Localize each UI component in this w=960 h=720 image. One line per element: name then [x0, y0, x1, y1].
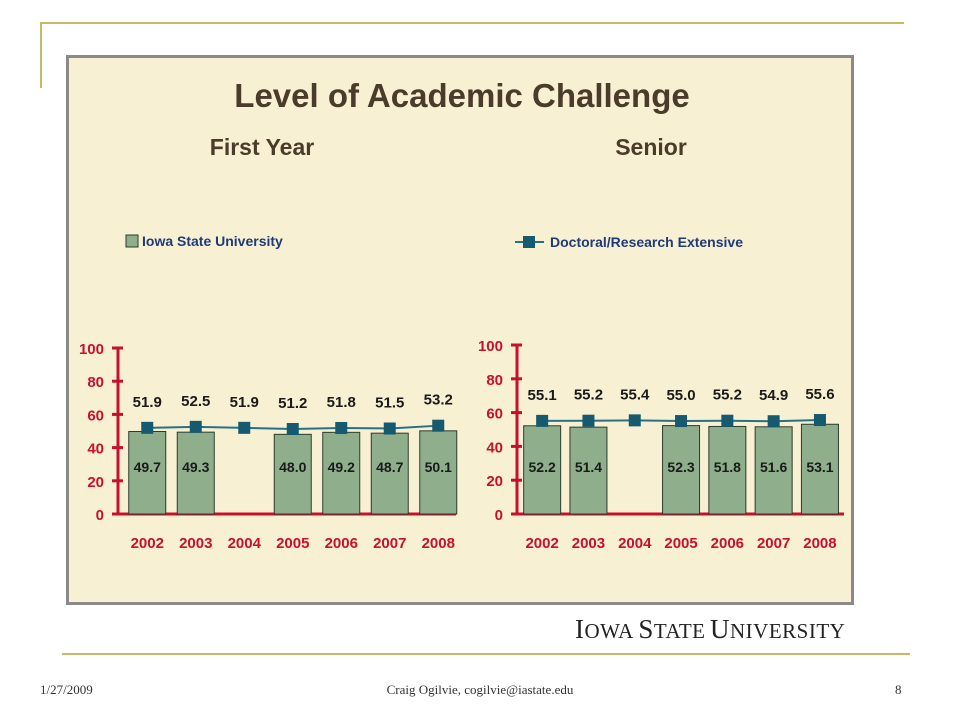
- bar-value-label: 48.7: [376, 459, 403, 475]
- y-tick-label: 0: [495, 507, 503, 524]
- legend-line-marker: [523, 236, 535, 248]
- line-marker: [383, 422, 396, 435]
- y-tick-label: 80: [486, 372, 503, 389]
- line-marker: [286, 423, 299, 436]
- bar-value-label: 52.2: [529, 459, 556, 475]
- bar: [273, 433, 312, 515]
- x-tick-label: 2008: [422, 535, 455, 552]
- bar-value-label: 50.1: [425, 459, 452, 475]
- y-tick-label: 60: [486, 406, 503, 423]
- line-value-label: 51.5: [375, 395, 404, 412]
- footer-page-number: 8: [895, 682, 902, 697]
- line-marker: [238, 421, 251, 434]
- line-marker: [675, 415, 688, 428]
- panel-title-first-year: First Year: [210, 134, 314, 160]
- line-marker: [628, 414, 641, 427]
- isu-logo: IOWA STATE UNIVERSITY: [575, 614, 846, 644]
- bar-value-label: 49.2: [328, 459, 355, 475]
- line-value-label: 55.1: [528, 387, 557, 404]
- y-tick-label: 20: [87, 474, 104, 491]
- legend-bar-label: Iowa State University: [142, 233, 283, 249]
- line-value-label: 55.4: [620, 386, 650, 403]
- bar: [370, 432, 409, 515]
- y-tick-label: 100: [79, 341, 104, 358]
- x-tick-label: 2007: [373, 535, 406, 552]
- line-marker: [189, 420, 202, 433]
- y-tick-label: 60: [87, 407, 104, 424]
- bar-value-label: 49.7: [134, 459, 161, 475]
- academic-challenge-chart: Level of Academic Challenge First Year S…: [79, 77, 844, 552]
- x-tick-label: 2002: [525, 535, 558, 552]
- legend-bar-swatch: [125, 234, 139, 248]
- line-marker: [335, 422, 348, 435]
- line-value-label: 51.8: [327, 394, 356, 411]
- line-value-label: 51.9: [133, 394, 162, 411]
- bottom-rule: [62, 653, 910, 655]
- bar-value-label: 48.0: [279, 459, 306, 475]
- x-tick-label: 2005: [276, 535, 309, 552]
- line-marker: [721, 414, 734, 427]
- y-tick-label: 80: [87, 374, 104, 391]
- chart-title: Level of Academic Challenge: [234, 77, 689, 114]
- bar-value-label: 53.1: [806, 459, 833, 475]
- line-marker: [767, 415, 780, 428]
- line-marker: [536, 414, 549, 427]
- line-marker: [582, 414, 595, 427]
- bar: [128, 430, 167, 515]
- line-value-label: 55.0: [666, 387, 695, 404]
- bar-value-label: 51.8: [714, 459, 741, 475]
- x-tick-label: 2008: [803, 535, 836, 552]
- panel-title-senior: Senior: [615, 134, 687, 160]
- y-tick-label: 40: [486, 439, 503, 456]
- bar-value-label: 51.6: [760, 459, 787, 475]
- bar: [800, 423, 839, 515]
- line-marker: [141, 421, 154, 434]
- x-tick-label: 2002: [131, 535, 164, 552]
- y-tick-label: 20: [486, 473, 503, 490]
- x-tick-label: 2006: [711, 535, 744, 552]
- bar: [754, 426, 793, 515]
- y-tick-label: 40: [87, 441, 104, 458]
- x-tick-label: 2004: [618, 535, 652, 552]
- y-tick-label: 100: [478, 338, 503, 355]
- line-marker: [432, 419, 445, 432]
- x-tick-label: 2005: [664, 535, 697, 552]
- legend-line-label: Doctoral/Research Extensive: [550, 234, 743, 250]
- plot-senior: 0 20 40 60 80 100 52.2 51.4 52.3 51.8 51.6 53.1 55.1…: [478, 338, 844, 552]
- line-value-label: 54.9: [759, 387, 788, 404]
- bar: [662, 425, 701, 515]
- line-value-label: 55.2: [713, 387, 742, 404]
- line-value-label: 53.2: [424, 392, 453, 409]
- x-tick-label: 2007: [757, 535, 790, 552]
- left-rule: [40, 22, 42, 88]
- top-rule: [40, 22, 904, 24]
- y-tick-label: 0: [96, 507, 104, 524]
- footer-date: 1/27/2009: [40, 682, 93, 697]
- bar: [569, 426, 608, 515]
- bar-value-label: 51.4: [575, 459, 602, 475]
- line-marker: [813, 414, 826, 427]
- plot-first-year: 0 20 40 60 80 100 49.7 49.3 48.0 49.2 48.7 50.1 51.9…: [79, 341, 458, 552]
- bar-value-label: 49.3: [182, 459, 209, 475]
- line-value-label: 55.2: [574, 387, 603, 404]
- x-tick-label: 2003: [179, 535, 212, 552]
- line-value-label: 55.6: [805, 386, 834, 403]
- footer-author: Craig Ogilvie, cogilvie@iastate.edu: [386, 682, 574, 697]
- line-value-label: 51.2: [278, 395, 307, 412]
- x-tick-label: 2004: [228, 535, 262, 552]
- line-value-label: 52.5: [181, 393, 210, 410]
- line-value-label: 51.9: [230, 394, 259, 411]
- bar-value-label: 52.3: [667, 459, 694, 475]
- x-tick-label: 2006: [325, 535, 358, 552]
- x-tick-label: 2003: [572, 535, 605, 552]
- bar: [708, 425, 747, 515]
